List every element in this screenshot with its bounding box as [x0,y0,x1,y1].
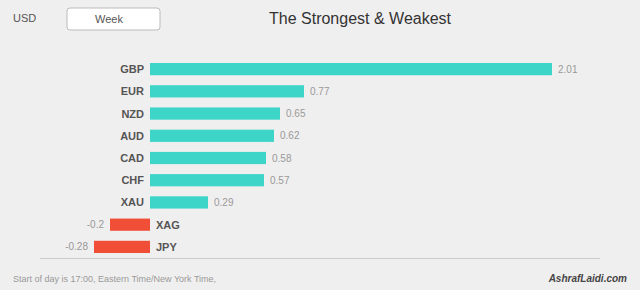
x-axis-line [40,258,600,259]
currency-selector: USD [13,12,36,24]
title: The Strongest & Weakest [269,10,452,27]
data-label: 0.77 [310,86,330,97]
category-label: GBP [120,63,144,75]
category-label: XAG [156,219,180,231]
bars [94,63,552,253]
period-box [67,8,160,30]
data-label: 0.65 [286,108,306,119]
category-label: XAU [121,196,144,208]
data-label: 2.01 [558,64,578,75]
data-label: 0.58 [272,153,292,164]
bar [94,241,150,253]
bar [150,174,264,186]
labels: GBP 2.01 EUR 0.77 NZD 0.65 AUD 0.62 CAD 0.58 CHF 0.… [65,63,578,253]
category-label: EUR [121,85,144,97]
chart: The Strongest & Weakest USD Week Start of d… [0,0,640,290]
data-label: -0.28 [65,241,88,252]
bar [150,196,208,208]
bar [110,219,150,231]
data-label: 0.62 [280,130,300,141]
category-label: AUD [120,130,144,142]
category-label: CHF [121,174,144,186]
data-label: 0.57 [270,175,290,186]
watermark: AshrafLaidi.com [548,273,627,284]
data-label: 0.29 [214,197,234,208]
bar [150,63,552,75]
category-label: NZD [121,108,144,120]
bar [150,130,274,142]
category-label: CAD [120,152,144,164]
category-label: JPY [156,241,177,253]
bar [150,152,266,164]
period-selector: Week [95,13,123,25]
footer: Start of day is 17:00, Eastern Time/New … [13,274,216,284]
bar [150,107,280,119]
data-label: -0.2 [87,219,105,230]
bar [150,85,304,97]
